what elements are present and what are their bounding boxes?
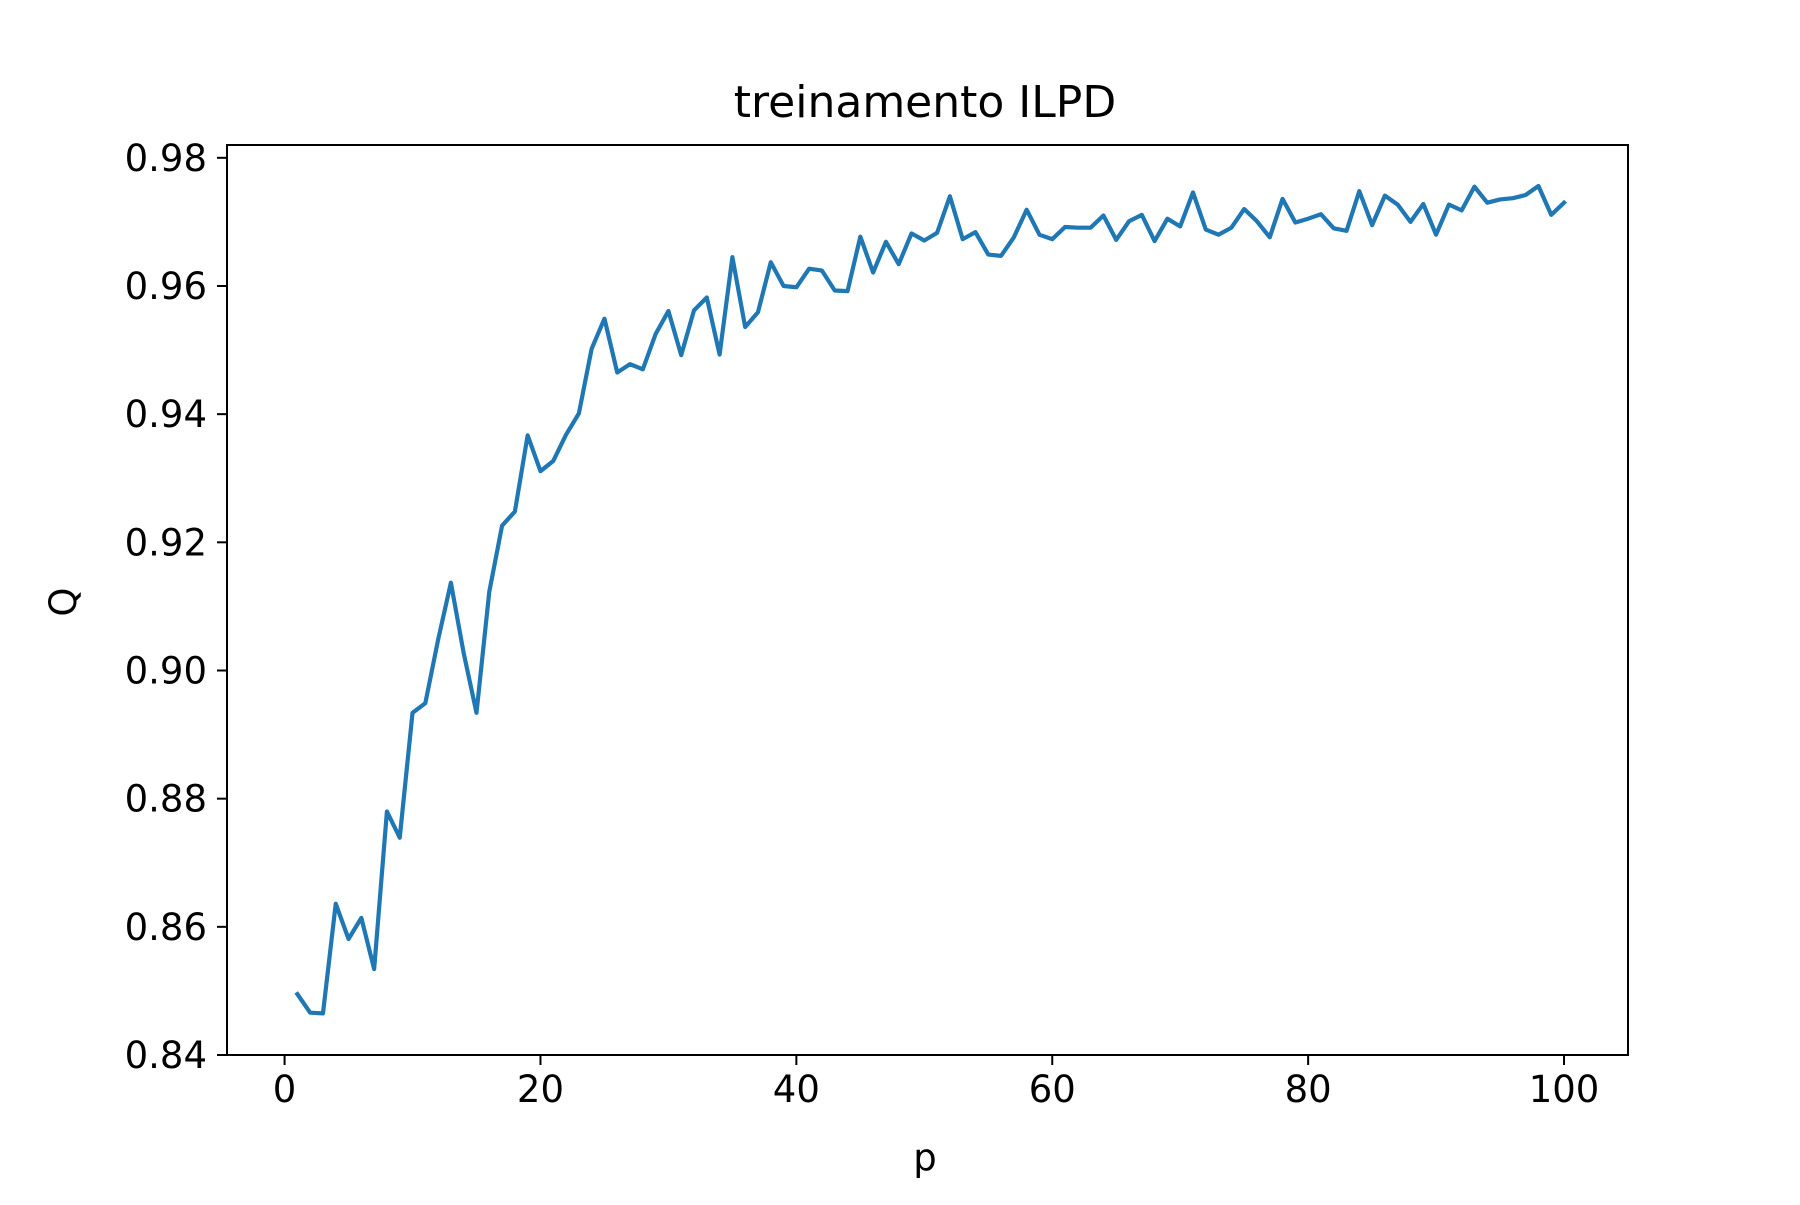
y-tick-label: 0.88 bbox=[125, 778, 207, 821]
x-tick-label: 0 bbox=[273, 1068, 297, 1111]
y-tick-label: 0.94 bbox=[125, 393, 207, 436]
x-tick-label: 80 bbox=[1285, 1068, 1332, 1111]
x-axis-label: p bbox=[913, 1136, 937, 1179]
axes: 0 20 40 60 80 100 0.84 0.86 0.88 0.90 0.92 0.94 0.96… bbox=[125, 137, 1629, 1111]
y-tick-label: 0.90 bbox=[125, 649, 207, 692]
chart-title: treinamento ILPD bbox=[734, 77, 1116, 128]
y-tick-label: 0.86 bbox=[125, 906, 207, 949]
y-axis-label: Q bbox=[42, 587, 85, 616]
y-tick-label: 0.92 bbox=[125, 521, 207, 564]
axes-frame bbox=[226, 144, 1629, 1056]
y-tick-label: 0.96 bbox=[125, 265, 207, 308]
y-tick-label: 0.84 bbox=[125, 1034, 207, 1077]
x-tick-label: 20 bbox=[517, 1068, 564, 1111]
x-tick-label: 60 bbox=[1029, 1068, 1076, 1111]
x-tick-label: 100 bbox=[1529, 1068, 1600, 1111]
x-tick-label: 40 bbox=[773, 1068, 820, 1111]
series-layer bbox=[294, 183, 1567, 1016]
y-tick-label: 0.98 bbox=[125, 137, 207, 180]
series-line-0 bbox=[294, 183, 1567, 1016]
